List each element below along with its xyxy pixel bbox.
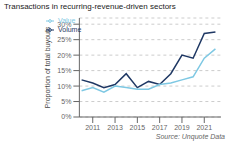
svg-text:15%: 15% — [57, 67, 71, 74]
svg-text:10%: 10% — [57, 83, 71, 90]
svg-text:0%: 0% — [61, 113, 71, 120]
svg-text:2019: 2019 — [174, 124, 190, 131]
svg-text:2015: 2015 — [130, 124, 146, 131]
svg-text:2011: 2011 — [85, 124, 100, 131]
svg-text:2017: 2017 — [152, 124, 168, 131]
svg-text:2021: 2021 — [196, 124, 212, 131]
svg-text:25%: 25% — [57, 36, 71, 43]
svg-text:30%: 30% — [57, 21, 71, 28]
svg-text:2013: 2013 — [107, 124, 123, 131]
svg-text:5%: 5% — [61, 98, 71, 105]
svg-text:20%: 20% — [57, 52, 71, 59]
svg-text:Proportion of total buyouts: Proportion of total buyouts — [44, 26, 52, 108]
